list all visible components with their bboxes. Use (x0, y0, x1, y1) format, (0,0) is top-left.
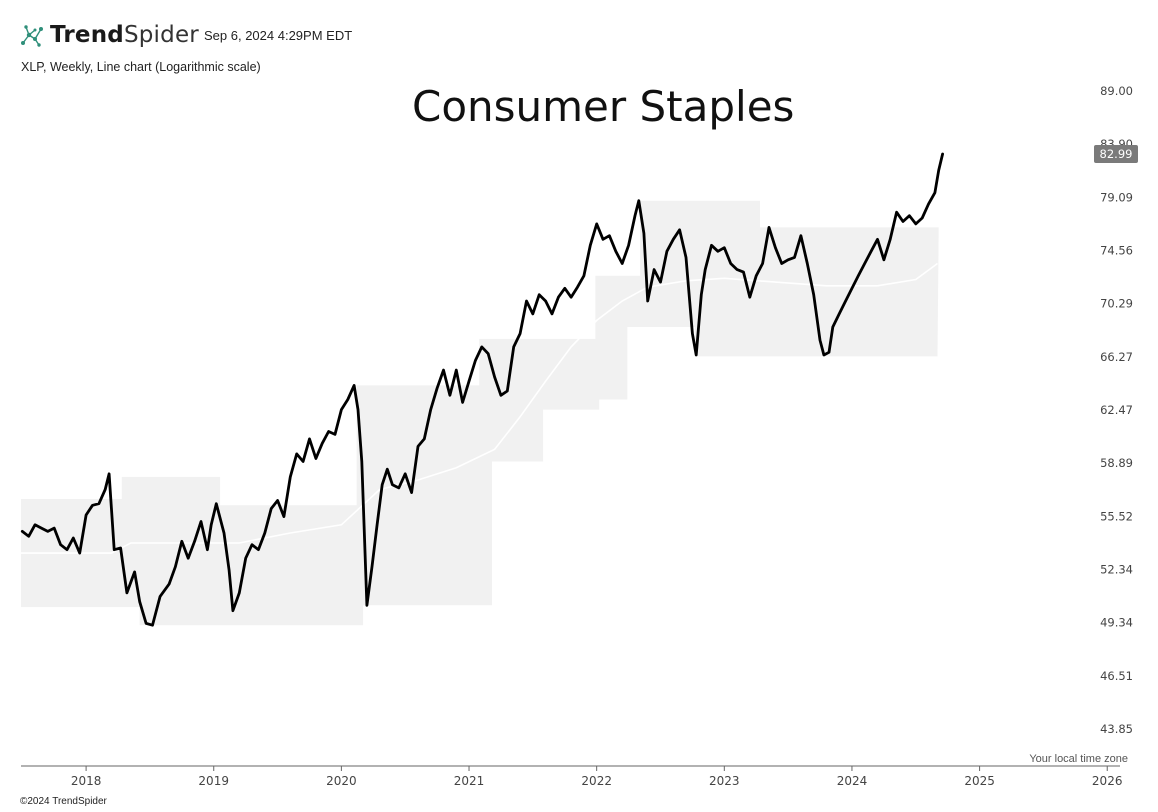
x-tick-label: 2018 (71, 774, 102, 788)
y-tick-label: 66.27 (1100, 350, 1133, 364)
last-price-badge (1094, 145, 1138, 163)
y-tick-label: 46.51 (1100, 669, 1133, 683)
y-tick-label: 89.00 (1100, 84, 1133, 98)
trendspider-logo: TrendSpider (18, 21, 199, 49)
trendspider-logo-icon (21, 25, 43, 47)
x-tick-label: 2023 (709, 774, 740, 788)
price-series (20, 152, 944, 627)
y-tick-label: 79.09 (1100, 190, 1133, 204)
x-tick-label: 2022 (581, 774, 612, 788)
chart-timestamp: Sep 6, 2024 4:29PM EDT (204, 28, 353, 43)
x-tick-label: 2021 (454, 774, 485, 788)
range-band (21, 200, 939, 626)
y-tick-label: 55.52 (1100, 509, 1133, 523)
range-midline-path (21, 262, 938, 554)
range-band-area (21, 200, 939, 626)
y-tick-label: 62.47 (1100, 403, 1133, 417)
copyright-text: ©2024 TrendSpider (20, 796, 107, 807)
y-tick-label: 58.89 (1100, 456, 1133, 470)
timezone-note: Your local time zone (1029, 753, 1128, 765)
x-axis: 2018 2019 2020 2021 2022 2023 2024 2025 2026 (21, 765, 1123, 788)
y-tick-label: 49.34 (1100, 616, 1133, 630)
chart-subtitle: XLP, Weekly, Line chart (Logarithmic sca… (21, 60, 261, 74)
y-tick-label: 43.85 (1100, 722, 1133, 736)
x-tick-label: 2024 (837, 774, 868, 788)
x-tick-label: 2025 (964, 774, 995, 788)
brand-name: TrendSpider (50, 22, 199, 48)
x-tick-label: 2020 (326, 774, 357, 788)
x-tick-label: 2019 (198, 774, 229, 788)
last-price-label: 82.99 (1100, 147, 1133, 161)
brand-name-light: Spider (123, 22, 199, 48)
y-tick-label: 70.29 (1100, 297, 1133, 311)
chart-title: Consumer Staples (412, 82, 795, 131)
brand-name-bold: Trend (50, 22, 124, 48)
y-tick-label: 52.34 (1100, 563, 1133, 577)
last-price-marker: 82.99 (1094, 145, 1138, 163)
x-tick-label: 2026 (1092, 774, 1123, 788)
y-axis: 43.85 46.51 49.34 52.34 55.52 58.89 62.47 66.27… (1100, 84, 1133, 736)
range-midline (21, 262, 938, 554)
y-tick-label: 74.56 (1100, 244, 1133, 258)
price-line (20, 152, 944, 627)
